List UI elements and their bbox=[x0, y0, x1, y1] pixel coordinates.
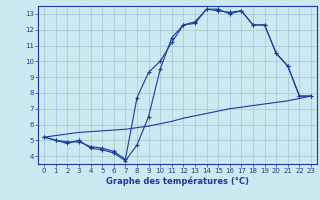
X-axis label: Graphe des températures (°C): Graphe des températures (°C) bbox=[106, 177, 249, 186]
